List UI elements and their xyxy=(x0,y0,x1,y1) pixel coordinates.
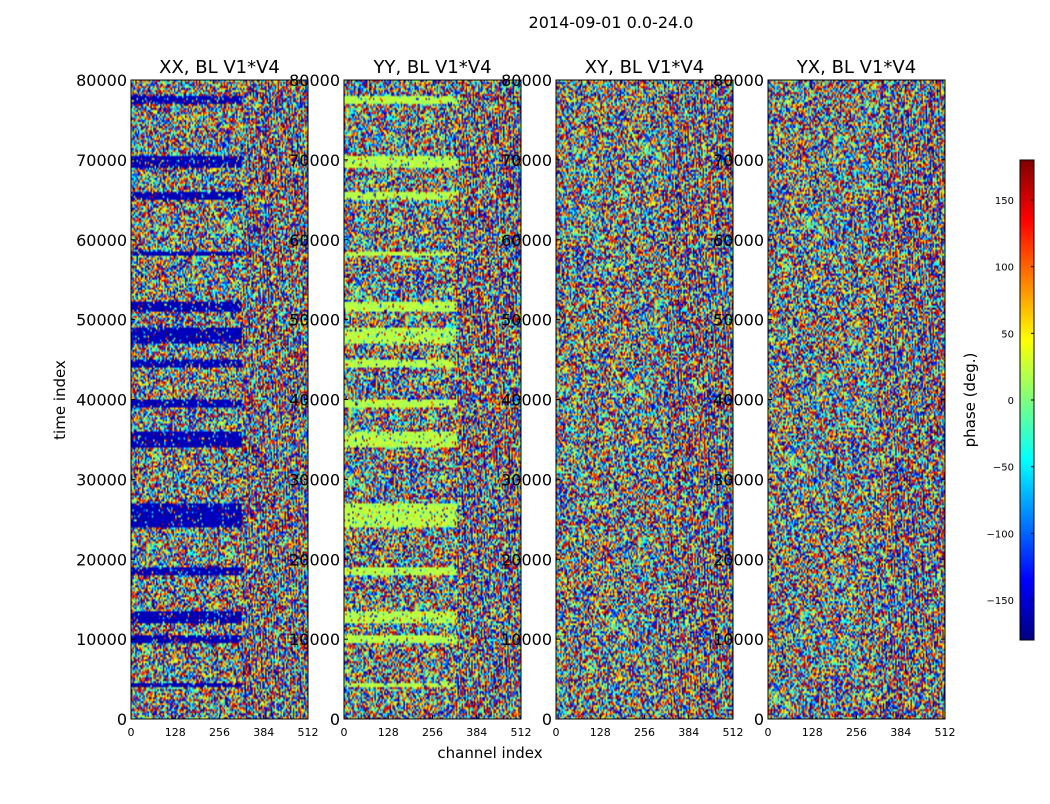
y-tick-label: 10000 xyxy=(76,630,127,649)
y-tick-label: 40000 xyxy=(501,391,552,410)
y-tick-label: 60000 xyxy=(289,231,340,250)
colorbar-tick-label: 50 xyxy=(1001,329,1014,340)
y-tick-label: 40000 xyxy=(76,391,127,410)
y-tick-label: 80000 xyxy=(501,71,552,90)
y-tick-label: 0 xyxy=(117,710,127,729)
colorbar-tick-label: 150 xyxy=(995,196,1014,207)
panel-title: XX, BL V1*V4 xyxy=(159,57,280,78)
x-tick-label: 0 xyxy=(128,726,135,739)
y-tick-label: 50000 xyxy=(501,311,552,330)
colorbar-label: phase (deg.) xyxy=(961,353,979,448)
heatmap-panels: XX, BL V1*V4 0 10000 20000 30000 40000 50000 60… xyxy=(76,57,955,739)
y-tick-label: 30000 xyxy=(289,470,340,489)
y-tick-label: 10000 xyxy=(289,630,340,649)
x-tick-label: 128 xyxy=(590,726,611,739)
y-tick-label: 80000 xyxy=(289,71,340,90)
heatmap-raster xyxy=(768,80,945,719)
y-tick-label: 30000 xyxy=(713,470,764,489)
x-tick-label: 0 xyxy=(341,726,348,739)
y-tick-label: 70000 xyxy=(76,151,127,170)
x-tick-label: 384 xyxy=(890,726,911,739)
x-tick-label: 0 xyxy=(553,726,560,739)
x-axis-label: channel index xyxy=(437,744,542,762)
y-tick-label: 60000 xyxy=(713,231,764,250)
x-tick-label: 512 xyxy=(298,726,319,739)
y-tick-label: 80000 xyxy=(713,71,764,90)
x-tick-label: 256 xyxy=(846,726,867,739)
y-tick-label: 50000 xyxy=(713,311,764,330)
y-tick-label: 50000 xyxy=(76,311,127,330)
y-tick-label: 20000 xyxy=(76,550,127,569)
x-tick-label: 384 xyxy=(466,726,487,739)
colorbar-ticks: −150 −100 −50 0 50 100 150 xyxy=(987,196,1034,607)
x-tick-label: 512 xyxy=(935,726,956,739)
x-tick-label: 256 xyxy=(422,726,443,739)
x-tick-label: 0 xyxy=(765,726,772,739)
x-tick-label: 512 xyxy=(511,726,532,739)
y-tick-label: 10000 xyxy=(501,630,552,649)
x-tick-label: 256 xyxy=(209,726,230,739)
y-tick-label: 40000 xyxy=(713,391,764,410)
y-axis-label: time index xyxy=(51,360,69,440)
y-tick-label: 0 xyxy=(330,710,340,729)
y-tick-label: 20000 xyxy=(289,550,340,569)
x-tick-label: 128 xyxy=(802,726,823,739)
colorbar: −150 −100 −50 0 50 100 150 phase (deg.) xyxy=(961,159,1035,641)
heatmap-raster xyxy=(556,80,733,719)
panel-title: XY, BL V1*V4 xyxy=(585,57,704,78)
y-tick-label: 70000 xyxy=(289,151,340,170)
y-tick-label: 10000 xyxy=(713,630,764,649)
y-tick-label: 30000 xyxy=(76,470,127,489)
y-tick-label: 0 xyxy=(754,710,764,729)
y-tick-label: 0 xyxy=(542,710,552,729)
colorbar-tick-label: −100 xyxy=(987,529,1014,540)
colorbar-tick-label: 0 xyxy=(1008,396,1014,407)
x-tick-label: 384 xyxy=(678,726,699,739)
panel-title: YY, BL V1*V4 xyxy=(372,57,491,78)
y-tick-label: 70000 xyxy=(501,151,552,170)
heatmap-raster xyxy=(344,80,521,719)
y-tick-label: 40000 xyxy=(289,391,340,410)
x-tick-label: 256 xyxy=(634,726,655,739)
colorbar-tick-label: −150 xyxy=(987,596,1014,607)
y-tick-label: 60000 xyxy=(76,231,127,250)
colorbar-tick-label: 100 xyxy=(995,263,1014,274)
panel-title: YX, BL V1*V4 xyxy=(796,57,916,78)
y-tick-label: 60000 xyxy=(501,231,552,250)
x-tick-label: 512 xyxy=(723,726,744,739)
y-tick-label: 30000 xyxy=(501,470,552,489)
y-tick-label: 20000 xyxy=(501,550,552,569)
y-tick-label: 80000 xyxy=(76,71,127,90)
x-tick-label: 128 xyxy=(378,726,399,739)
y-tick-label: 50000 xyxy=(289,311,340,330)
y-tick-label: 70000 xyxy=(713,151,764,170)
y-tick-label: 20000 xyxy=(713,550,764,569)
x-tick-label: 128 xyxy=(165,726,186,739)
x-tick-label: 384 xyxy=(253,726,274,739)
colorbar-tick-label: −50 xyxy=(993,463,1014,474)
heatmap-raster xyxy=(131,80,308,719)
figure-suptitle: 2014-09-01 0.0-24.0 xyxy=(529,13,694,32)
